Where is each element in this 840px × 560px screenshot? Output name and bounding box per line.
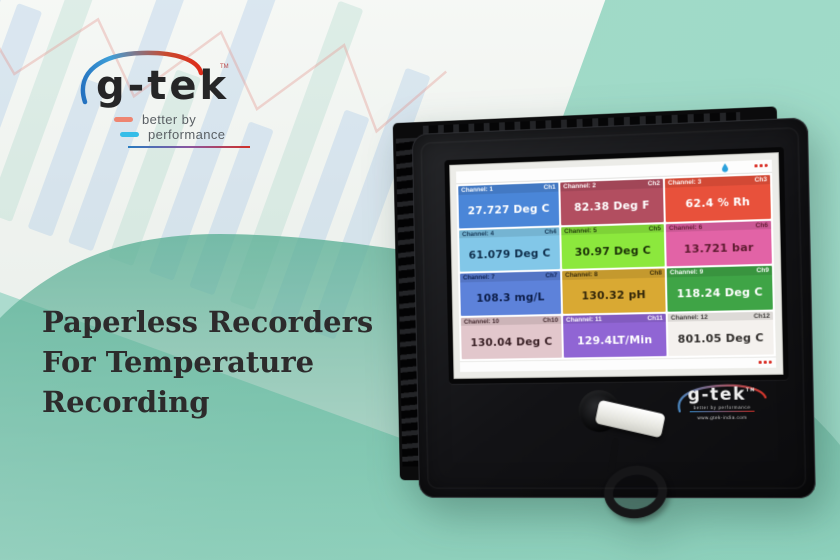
screen-frame: Channel: 1 Ch1 27.727 Deg C Channel: 2 Ch2 8…	[449, 152, 784, 379]
channel-id: Ch11	[647, 314, 663, 322]
channel-tile-9: Channel: 9 Ch9 118.24 Deg C	[666, 265, 773, 312]
channel-tile-10: Channel: 10 Ch10 130.04 Deg C	[460, 315, 562, 360]
screen-bezel: Channel: 1 Ch1 27.727 Deg C Channel: 2 Ch2 8…	[444, 146, 789, 384]
channel-tile-8: Channel: 8 Ch8 130.32 pH	[562, 268, 666, 314]
device-brand-text: g-tek	[687, 384, 747, 406]
channel-tile-4: Channel: 4 Ch4 61.079 Deg C	[459, 226, 561, 272]
channel-label: Channel: 2	[563, 182, 596, 191]
channel-value: 61.079 Deg C	[468, 246, 551, 262]
device-brand-logo: g-tekTM better by performance www.gtek-i…	[659, 382, 786, 444]
channel-value: 118.24 Deg C	[676, 285, 763, 301]
channel-label: Channel: 3	[667, 178, 702, 187]
channel-label: Channel: 1	[461, 185, 494, 194]
channel-tile-6: Channel: 6 Ch6 13.721 bar	[665, 220, 772, 267]
device-screen: Channel: 1 Ch1 27.727 Deg C Channel: 2 Ch2 8…	[456, 159, 777, 372]
channel-tile-5: Channel: 5 Ch5 30.97 Deg C	[561, 223, 665, 270]
channel-value: 801.05 Deg C	[677, 330, 764, 346]
tagline-dash-red	[114, 117, 133, 122]
tagline-dash-blue	[120, 132, 139, 137]
device-brand-tagline: better by performance	[693, 404, 751, 410]
channel-label: Channel: 8	[565, 271, 598, 279]
brand-trademark: TM	[220, 64, 229, 70]
channel-tile-2: Channel: 2 Ch2 82.38 Deg F	[560, 178, 664, 225]
screen-bottombar	[459, 356, 777, 372]
headline-line1: Paperless Recorders	[42, 305, 374, 339]
channel-label: Channel: 6	[668, 223, 703, 232]
window-dots	[754, 163, 768, 167]
channel-value: 82.38 Deg F	[574, 198, 650, 215]
device-brand-trademark: TM	[745, 387, 756, 393]
tagline-underline	[128, 146, 250, 148]
channel-tile-11: Channel: 11 Ch11 129.4LT/Min	[563, 313, 667, 358]
channel-label: Channel: 4	[462, 229, 494, 238]
channel-id: Ch7	[545, 272, 558, 280]
chart-trend-line	[0, 4, 448, 134]
channel-id: Ch6	[755, 221, 769, 229]
water-drop-icon	[721, 163, 729, 173]
page-title: Paperless Recorders For Temperature Reco…	[42, 302, 373, 422]
screen-topbar	[456, 159, 773, 185]
channel-id: Ch1	[543, 183, 556, 192]
channel-tile-7: Channel: 7 Ch7 108.3 mg/L	[460, 271, 562, 316]
channel-tile-12: Channel: 12 Ch12 801.05 Deg C	[667, 311, 774, 357]
channel-label: Channel: 12	[670, 313, 708, 322]
channel-id: Ch2	[647, 179, 661, 188]
channel-label: Channel: 5	[564, 226, 597, 235]
device-front-panel: Channel: 1 Ch1 27.727 Deg C Channel: 2 Ch2 8…	[411, 117, 816, 524]
status-dots	[758, 360, 772, 364]
channel-id: Ch12	[753, 312, 770, 320]
brand-tagline: better by performance	[114, 112, 250, 148]
usb-cap-strap	[607, 437, 620, 475]
channel-label: Channel: 7	[462, 273, 495, 282]
device-brand-divider	[689, 410, 755, 413]
device-brand-name: g-tekTM	[659, 384, 785, 405]
usb-port	[578, 389, 621, 433]
channel-value: 30.97 Deg C	[574, 243, 652, 259]
device-brand-arc-icon	[669, 382, 775, 416]
channel-label: Channel: 10	[463, 317, 500, 326]
channel-id: Ch9	[756, 266, 770, 275]
brand-name: g-tek	[96, 63, 230, 109]
channel-value: 27.727 Deg C	[467, 201, 550, 218]
recorder-device: Channel: 1 Ch1 27.727 Deg C Channel: 2 Ch2 8…	[392, 99, 822, 524]
channel-id: Ch8	[649, 269, 662, 277]
channel-value: 130.04 Deg C	[470, 334, 553, 349]
channel-id: Ch4	[544, 227, 557, 236]
channel-label: Channel: 9	[669, 268, 704, 277]
brand-arc-icon	[80, 50, 204, 105]
tagline-line2: performance	[148, 127, 226, 142]
usb-flash-drive	[594, 399, 666, 439]
channel-value: 62.4 % Rh	[685, 195, 751, 211]
channel-grid: Channel: 1 Ch1 27.727 Deg C Channel: 2 Ch2 8…	[456, 172, 776, 362]
channel-value: 13.721 bar	[683, 240, 754, 256]
channel-tile-1: Channel: 1 Ch1 27.727 Deg C	[458, 182, 560, 228]
channel-id: Ch10	[542, 316, 559, 324]
channel-value: 130.32 pH	[581, 288, 647, 303]
tagline-line1: better by	[142, 112, 197, 127]
headline-line3: Recording	[42, 385, 210, 420]
background-paper	[0, 0, 660, 453]
usb-port-cap	[599, 460, 672, 524]
brand-logo: g-tek TM better by performance	[44, 26, 250, 148]
channel-tile-3: Channel: 3 Ch3 62.4 % Rh	[664, 175, 771, 222]
channel-value: 129.4LT/Min	[576, 332, 653, 348]
device-brand-website: www.gtek-india.com	[697, 414, 748, 420]
background-chart	[0, 0, 489, 346]
channel-id: Ch3	[754, 176, 768, 184]
channel-label: Channel: 11	[565, 315, 602, 324]
channel-value: 108.3 mg/L	[476, 290, 545, 305]
headline-line2: For Temperature	[42, 345, 315, 380]
channel-id: Ch5	[648, 224, 661, 233]
